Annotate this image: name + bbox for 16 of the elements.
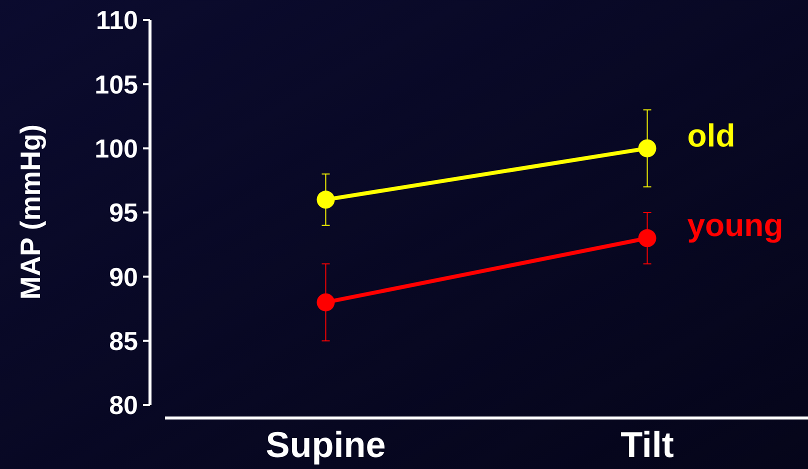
point: [316, 190, 335, 209]
y-tick-label: 80: [109, 390, 138, 420]
y-tick-label: 85: [109, 326, 138, 356]
y-tick-label: 110: [96, 5, 138, 36]
y-tick-label: 95: [109, 198, 138, 228]
point: [638, 139, 656, 158]
y-tick-label: 105: [94, 69, 138, 100]
y-axis-title: MAP (mmHg): [15, 124, 46, 300]
y-tick-label: 90: [109, 262, 138, 292]
series-label: young: [687, 207, 784, 244]
x-tick-label: Tilt: [620, 424, 674, 465]
point: [316, 293, 335, 312]
series-label: old: [687, 117, 736, 154]
y-tick-label: 100: [94, 133, 138, 164]
x-tick-label: Supine: [266, 424, 386, 465]
point: [638, 229, 656, 248]
